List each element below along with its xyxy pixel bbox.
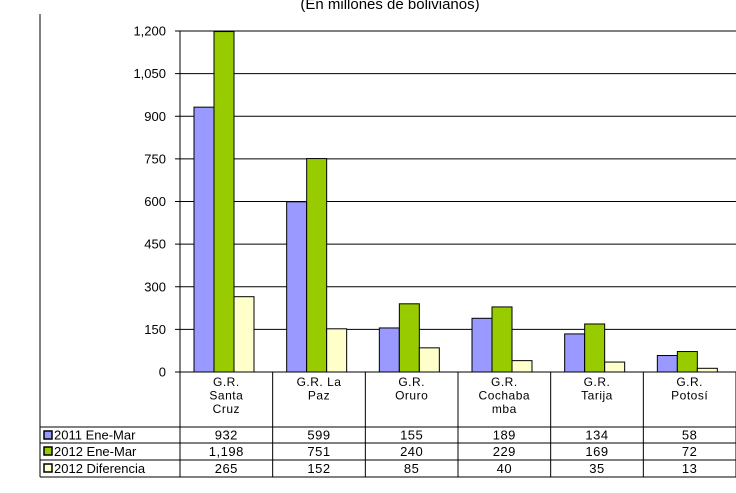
- category-label: mba: [492, 402, 517, 416]
- data-label: 58: [682, 428, 697, 443]
- data-label: 751: [307, 444, 330, 459]
- data-label: 599: [307, 428, 330, 443]
- category-label: G.R.: [213, 375, 240, 389]
- y-tick-label: 0: [159, 365, 166, 380]
- category-label: Tarija: [581, 389, 613, 403]
- bar: [471, 317, 493, 373]
- data-label: 1,198: [209, 444, 244, 459]
- y-tick-label: 600: [144, 194, 166, 209]
- data-label: 240: [400, 444, 423, 459]
- bar: [193, 106, 215, 373]
- y-tick-label: 150: [144, 322, 166, 337]
- category-label: Potosí: [671, 389, 708, 403]
- bar: [398, 303, 420, 373]
- data-label: 72: [682, 444, 697, 459]
- bar: [491, 306, 513, 373]
- legend-key: [43, 446, 53, 456]
- data-label: 85: [404, 461, 419, 476]
- category-label: Santa: [209, 389, 243, 403]
- category-label: G.R.: [584, 375, 611, 389]
- bar: [378, 327, 400, 373]
- data-label: 155: [400, 428, 423, 443]
- bar: [656, 355, 678, 373]
- bar: [326, 328, 348, 373]
- legend-key: [43, 430, 53, 440]
- data-label: 169: [585, 444, 608, 459]
- data-label: 35: [589, 461, 604, 476]
- bar: [418, 347, 440, 373]
- bar: [604, 361, 626, 373]
- bar: [584, 323, 606, 373]
- y-tick-label: 1,200: [133, 24, 166, 39]
- category-label: G.R.: [491, 375, 518, 389]
- legend-label: 2012 Ene-Mar: [54, 444, 137, 459]
- bar: [676, 351, 698, 373]
- data-label: 13: [682, 461, 697, 476]
- category-label: Oruro: [395, 389, 428, 403]
- data-label: 152: [307, 461, 330, 476]
- category-label: G.R.: [398, 375, 425, 389]
- category-label: G.R.: [676, 375, 703, 389]
- y-tick-label: 450: [144, 237, 166, 252]
- data-label: 189: [493, 428, 516, 443]
- y-tick-label: 750: [144, 151, 166, 166]
- data-label: 265: [215, 461, 238, 476]
- legend-label: 2011 Ene-Mar: [54, 428, 136, 443]
- category-label: Cochaba: [479, 389, 531, 403]
- bar: [286, 201, 308, 373]
- data-label: 229: [493, 444, 516, 459]
- y-tick-label: 300: [144, 279, 166, 294]
- bar: [306, 158, 328, 373]
- legend-label: 2012 Diferencia: [54, 461, 146, 476]
- bar: [233, 296, 255, 373]
- category-label: Paz: [308, 389, 330, 403]
- legend-key: [43, 463, 53, 473]
- bar: [696, 367, 718, 373]
- y-tick-label: 900: [144, 109, 166, 124]
- chart-subtitle: (En millones de bolivianos): [300, 0, 479, 13]
- bar: [564, 333, 586, 373]
- category-label: Cruz: [213, 402, 240, 416]
- bar: [511, 360, 533, 373]
- y-tick-label: 1,050: [133, 66, 166, 81]
- category-label: G.R. La: [297, 375, 342, 389]
- bar: [213, 31, 235, 373]
- data-label: 134: [585, 428, 608, 443]
- data-label: 932: [215, 428, 238, 443]
- data-label: 40: [497, 461, 512, 476]
